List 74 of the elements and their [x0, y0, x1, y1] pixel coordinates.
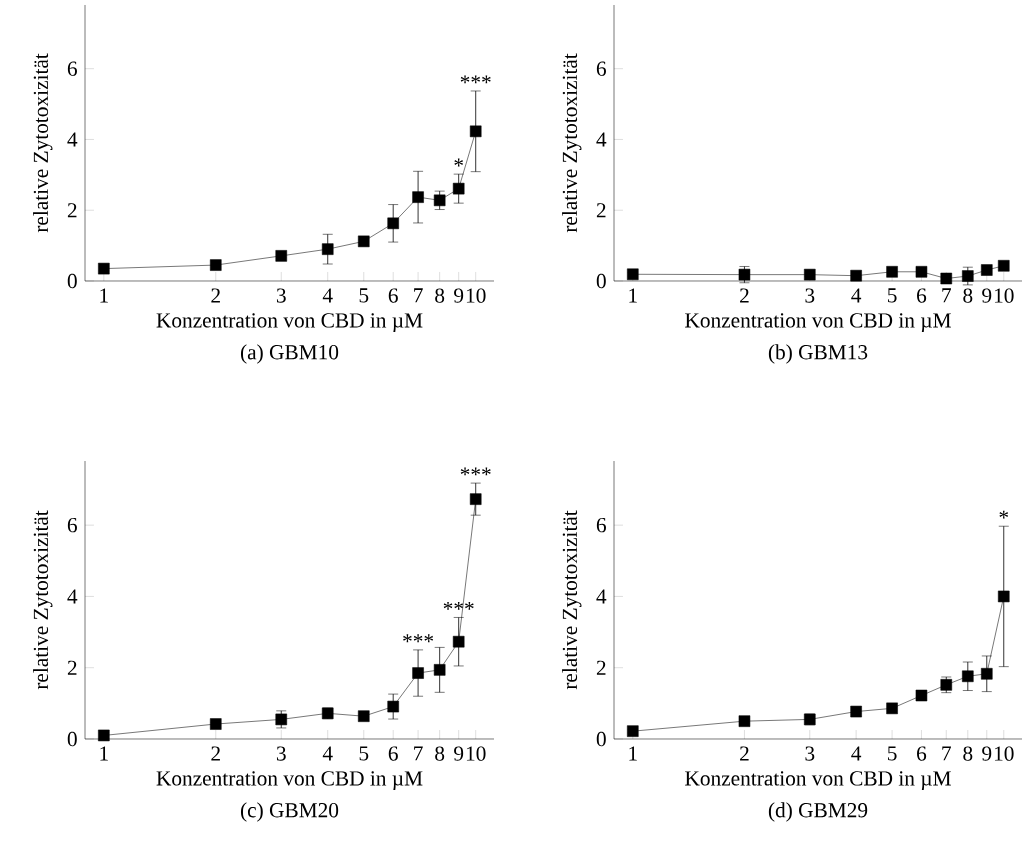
text: (b) GBM13 [768, 344, 868, 364]
x-tick-label: 6 [917, 288, 927, 303]
y-tick-label: 2 [596, 203, 606, 218]
x-tick-label: 3 [805, 288, 815, 303]
x-tick-label: 10 [466, 746, 486, 761]
x-tick-label: 2 [211, 746, 220, 761]
x-tick-label: 9 [982, 746, 992, 761]
x-tick-label: 6 [388, 746, 398, 761]
y-tick-label: 4 [596, 132, 607, 147]
text: (c) GBM20 [240, 802, 339, 822]
y-tick-label: 6 [596, 61, 606, 76]
y-tick-label: 2 [67, 660, 77, 675]
x-tick-label: 2 [211, 288, 220, 303]
x-tick-label: 10 [994, 746, 1014, 761]
text: (a) GBM10 [240, 344, 339, 364]
x-tick-label: 4 [322, 746, 333, 761]
x-tick-label: 7 [942, 288, 951, 303]
y-axis-title: relative Zytotoxizität [33, 510, 53, 690]
y-axis-title: relative Zytotoxizität [33, 53, 53, 233]
x-tick-label: 5 [887, 746, 897, 761]
annotation: *** [403, 634, 434, 643]
x-tick-label: 8 [435, 746, 445, 761]
x-tick-label: 4 [322, 288, 333, 303]
x-tick-label: 7 [414, 746, 423, 761]
x-tick-label: 2 [740, 746, 749, 761]
x-tick-label: 7 [942, 746, 951, 761]
y-tick-label: 0 [596, 731, 606, 747]
x-tick-label: 3 [276, 288, 286, 303]
annotation: *** [460, 75, 491, 84]
x-tick-label: 1 [100, 288, 108, 303]
x-tick-label: 3 [276, 746, 286, 761]
annotation: *** [460, 467, 491, 476]
x-axis-title: Konzentration von CBD in µM [156, 771, 423, 790]
x-tick-label: 6 [388, 288, 398, 303]
x-tick-label: 7 [414, 288, 423, 303]
y-tick-label: 4 [67, 132, 78, 147]
y-tick-label: 6 [596, 518, 606, 533]
x-axis-title: Konzentration von CBD in µM [685, 771, 951, 790]
annotation: * [999, 510, 1009, 519]
y-axis-title: relative Zytotoxizität [562, 510, 582, 690]
x-axis-title: Konzentration von CBD in µM [156, 313, 423, 332]
y-tick-label: 6 [67, 61, 77, 76]
x-tick-label: 5 [887, 288, 897, 303]
x-tick-label: 1 [629, 288, 637, 303]
y-tick-label: 6 [67, 518, 77, 533]
y-tick-label: 2 [596, 660, 606, 675]
x-tick-label: 8 [963, 288, 973, 303]
annotation: *** [443, 601, 474, 610]
annotation: * [454, 158, 463, 167]
x-tick-label: 3 [805, 746, 815, 761]
y-tick-label: 0 [67, 731, 77, 747]
y-tick-label: 4 [67, 589, 78, 604]
x-tick-label: 8 [963, 746, 973, 761]
x-tick-label: 4 [851, 746, 862, 761]
x-tick-label: 9 [454, 746, 464, 761]
x-tick-label: 1 [100, 746, 108, 761]
x-tick-label: 2 [740, 288, 749, 303]
x-tick-label: 1 [629, 746, 637, 761]
x-tick-label: 4 [851, 288, 862, 303]
x-tick-label: 6 [917, 746, 927, 761]
x-tick-label: 5 [359, 288, 369, 303]
x-tick-label: 10 [466, 288, 486, 303]
y-tick-label: 0 [67, 273, 77, 289]
y-tick-label: 2 [67, 203, 77, 218]
x-tick-label: 9 [982, 288, 992, 303]
y-tick-label: 0 [596, 273, 606, 289]
x-axis-title: Konzentration von CBD in µM [685, 313, 951, 332]
x-tick-label: 10 [994, 288, 1014, 303]
x-tick-label: 5 [359, 746, 369, 761]
y-axis-title: relative Zytotoxizität [562, 53, 582, 233]
y-tick-label: 4 [596, 589, 607, 604]
x-tick-label: 8 [435, 288, 445, 303]
text: (d) GBM29 [768, 802, 868, 822]
x-tick-label: 9 [454, 288, 464, 303]
